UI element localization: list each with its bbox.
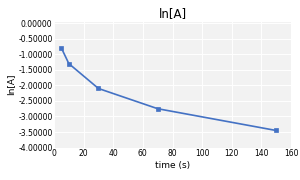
- Title: ln[A]: ln[A]: [158, 7, 187, 21]
- Y-axis label: ln[A]: ln[A]: [7, 74, 16, 95]
- X-axis label: time (s): time (s): [155, 161, 190, 170]
